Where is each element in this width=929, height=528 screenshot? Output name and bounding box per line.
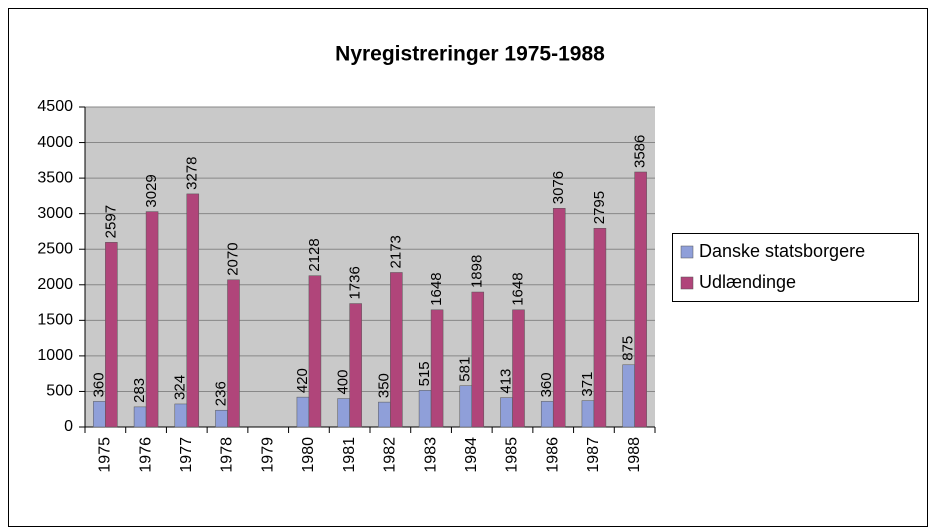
value-label: 420 [294, 368, 311, 393]
value-label: 350 [375, 373, 392, 398]
y-tick-label: 0 [64, 418, 73, 435]
bar [540, 401, 554, 428]
value-label: 2173 [387, 235, 404, 268]
bar [390, 272, 403, 428]
value-label: 360 [538, 372, 555, 397]
bar [634, 171, 647, 428]
value-label: 236 [212, 381, 229, 406]
value-label: 1736 [347, 266, 364, 299]
bar [622, 364, 635, 428]
y-tick-label: 2500 [37, 240, 73, 257]
bar [337, 398, 350, 428]
bar [512, 309, 525, 428]
value-label: 371 [579, 372, 596, 397]
x-tick-label: 1986 [544, 437, 561, 473]
value-label: 413 [497, 369, 514, 394]
value-label: 324 [172, 375, 189, 400]
value-label: 515 [416, 361, 433, 386]
bar [430, 309, 444, 428]
legend-swatch [680, 276, 694, 290]
bar [308, 275, 322, 428]
x-tick-label: 1982 [382, 437, 399, 473]
bar [186, 193, 200, 428]
y-tick-label: 1500 [37, 312, 73, 329]
value-label: 1648 [509, 272, 526, 305]
x-tick-label: 1977 [178, 437, 195, 473]
value-label: 2070 [224, 242, 241, 275]
bar [500, 397, 513, 428]
legend-label: Danske statsborgere [699, 241, 865, 261]
bar [418, 390, 432, 428]
bar [296, 396, 310, 428]
value-label: 581 [457, 357, 474, 382]
bar [105, 242, 118, 428]
x-tick-label: 1978 [219, 437, 236, 473]
x-tick-label: 1976 [137, 437, 154, 473]
value-label: 3076 [550, 171, 567, 204]
value-label: 283 [131, 378, 148, 403]
value-label: 1898 [469, 255, 486, 288]
y-tick-label: 2000 [37, 276, 73, 293]
bar [378, 401, 391, 428]
value-label: 3278 [184, 157, 201, 190]
value-label: 875 [620, 336, 637, 361]
value-label: 2128 [306, 238, 323, 271]
bar [174, 403, 188, 428]
value-label: 3586 [632, 135, 649, 168]
bar [215, 409, 228, 428]
bar [552, 208, 566, 428]
bar [459, 385, 473, 428]
x-tick-label: 1983 [422, 437, 439, 473]
x-tick-label: 1975 [97, 437, 114, 473]
value-label: 400 [335, 370, 352, 395]
legend-label: Udlændinge [699, 272, 796, 292]
legend-swatch [680, 245, 694, 259]
bar [349, 303, 362, 428]
x-tick-label: 1985 [504, 437, 521, 473]
bar [133, 406, 147, 428]
value-label: 2597 [102, 205, 119, 238]
bar [593, 227, 607, 428]
x-tick-label: 1979 [259, 437, 276, 473]
value-label: 3029 [143, 174, 160, 207]
x-tick-label: 1984 [463, 437, 480, 473]
x-tick-label: 1980 [300, 437, 317, 473]
plot-area [85, 107, 655, 427]
legend [672, 233, 919, 302]
y-tick-label: 4500 [37, 98, 73, 115]
bar [471, 291, 485, 428]
chart-title: Nyregistreringer 1975-1988 [335, 43, 605, 66]
x-tick-label: 1988 [626, 437, 643, 473]
bar [581, 400, 595, 428]
bar [227, 279, 240, 428]
y-tick-label: 4000 [37, 134, 73, 151]
y-tick-label: 500 [46, 383, 73, 400]
value-label: 360 [90, 372, 107, 397]
y-tick-label: 1000 [37, 347, 73, 364]
x-tick-label: 1981 [341, 437, 358, 473]
value-label: 1648 [428, 272, 445, 305]
y-tick-label: 3500 [37, 169, 73, 186]
value-label: 2795 [591, 191, 608, 224]
y-tick-label: 3000 [37, 205, 73, 222]
x-tick-label: 1987 [585, 437, 602, 473]
bar [145, 211, 159, 428]
bar [93, 401, 106, 428]
